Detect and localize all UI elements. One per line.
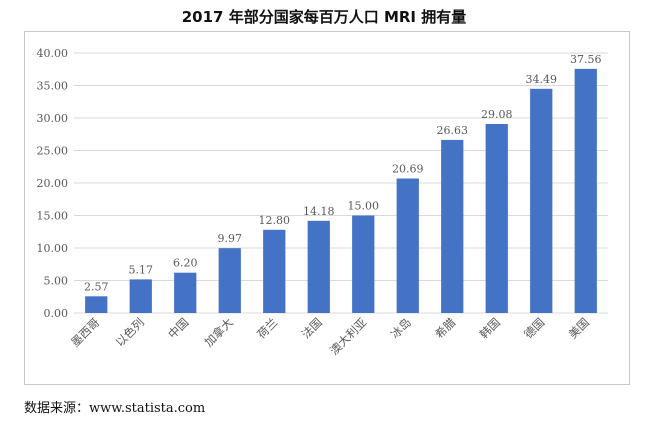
chart-title: 2017 年部分国家每百万人口 MRI 拥有量 [181, 8, 467, 26]
data-label: 9.97 [218, 232, 243, 245]
x-tick-label: 法国 [299, 315, 325, 341]
data-label: 34.49 [526, 73, 558, 86]
data-label: 5.17 [129, 263, 154, 276]
y-tick-label: 15.00 [37, 210, 69, 223]
y-tick-label: 10.00 [37, 242, 69, 255]
data-label: 6.20 [173, 257, 198, 270]
source-note: 数据来源：www.statista.com [24, 401, 206, 416]
bar [441, 139, 464, 313]
y-tick-label: 20.00 [37, 177, 69, 190]
x-tick-label: 韩国 [477, 315, 503, 341]
bar [530, 88, 553, 313]
x-tick-label: 澳大利亚 [327, 315, 369, 357]
data-label: 20.69 [392, 163, 424, 176]
data-label: 2.57 [84, 280, 109, 293]
y-tick-label: 25.00 [37, 145, 69, 158]
data-label: 26.63 [437, 124, 469, 137]
bar [263, 229, 286, 313]
x-tick-label: 希腊 [432, 315, 459, 342]
y-tick-label: 5.00 [44, 275, 69, 288]
x-tick-label: 美国 [566, 315, 592, 341]
data-label: 14.18 [303, 205, 335, 218]
bar [307, 220, 330, 313]
x-tick-label: 德国 [521, 315, 547, 341]
y-tick-label: 35.00 [37, 80, 69, 93]
x-tick-label: 荷兰 [254, 315, 280, 341]
x-tick-label: 冰岛 [388, 315, 414, 341]
y-tick-label: 0.00 [44, 307, 69, 320]
bar [85, 296, 108, 313]
x-tick-label: 以色列 [113, 315, 147, 349]
y-tick-label: 30.00 [37, 112, 69, 125]
bar [396, 178, 419, 313]
x-tick-label: 墨西哥 [68, 315, 102, 349]
data-label: 29.08 [481, 108, 513, 121]
bar [174, 272, 197, 313]
chart-frame [24, 31, 630, 385]
bar [218, 248, 241, 313]
x-tick-label: 中国 [165, 315, 191, 341]
bar [485, 123, 508, 313]
bar [129, 279, 152, 313]
y-tick-label: 40.00 [37, 47, 69, 60]
bar [574, 68, 597, 313]
data-label: 12.80 [259, 214, 291, 227]
bar [352, 215, 375, 313]
data-label: 15.00 [348, 200, 380, 213]
x-tick-label: 加拿大 [202, 315, 237, 350]
data-label: 37.56 [570, 53, 602, 66]
